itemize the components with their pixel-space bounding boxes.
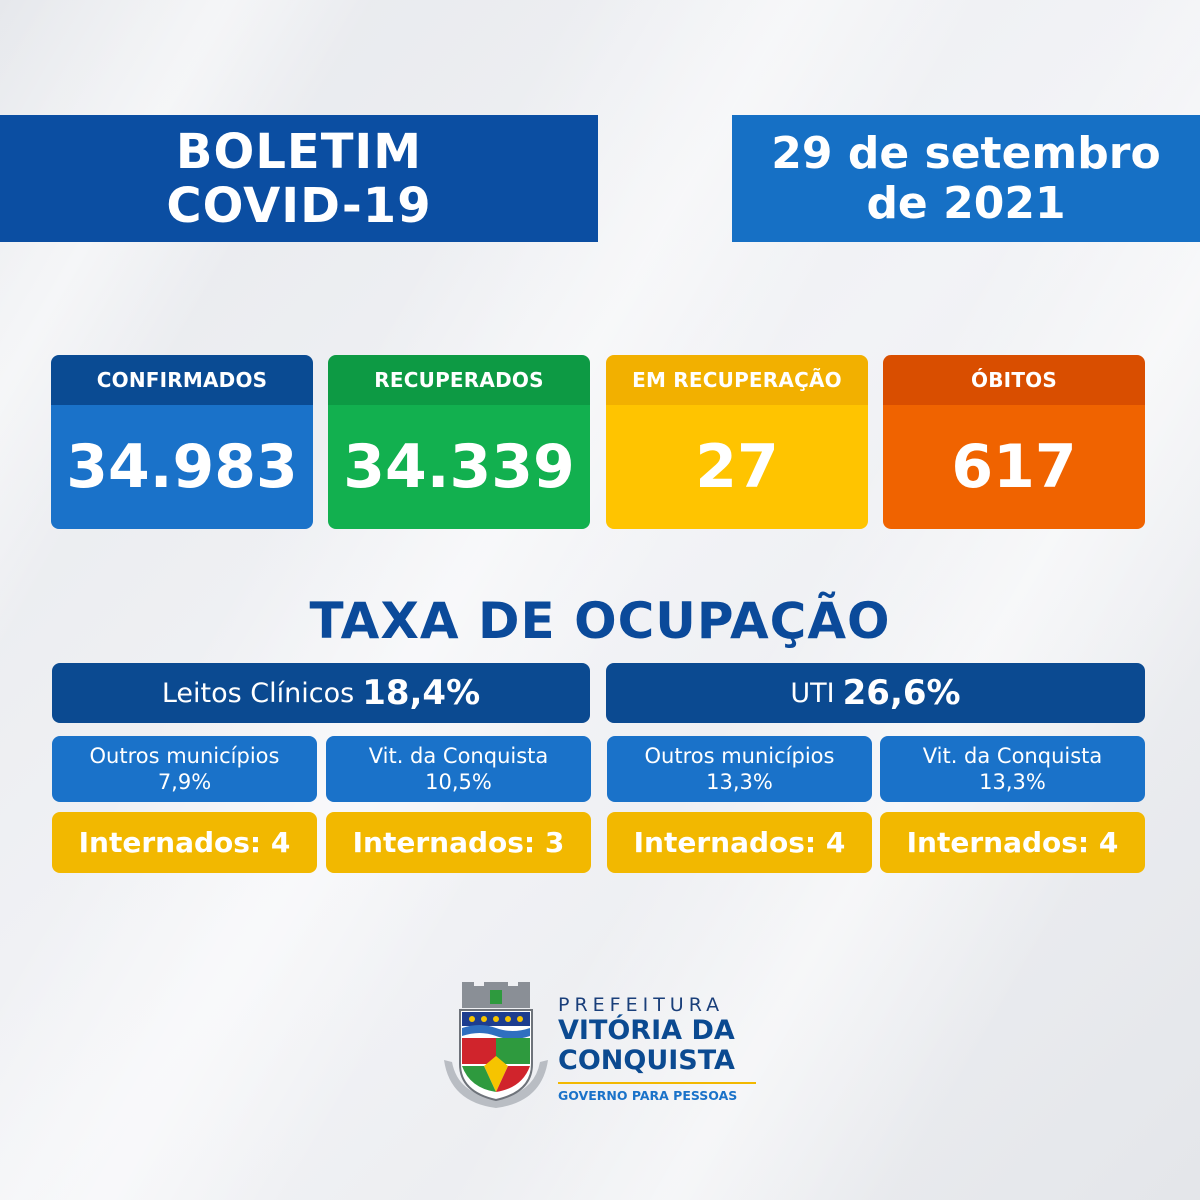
city-name: VITÓRIA DA CONQUISTA bbox=[558, 1016, 735, 1076]
stat-confirmed-value: 34.983 bbox=[51, 405, 313, 529]
title-line-2: COVID-19 bbox=[166, 177, 432, 234]
slogan-divider bbox=[558, 1082, 756, 1084]
occupancy-heading: TAXA DE OCUPAÇÃO bbox=[309, 592, 891, 650]
stat-deaths-value: 617 bbox=[883, 405, 1145, 529]
city-name-line-1: VITÓRIA DA bbox=[558, 1015, 735, 1046]
prefeitura-label: PREFEITURA bbox=[558, 994, 725, 1016]
stat-recovered-label: RECUPERADOS bbox=[328, 355, 590, 405]
clinical-others-label: Outros municípios bbox=[89, 744, 280, 768]
date-line-2: de 2021 bbox=[866, 177, 1066, 229]
icu-local-label: Vit. da Conquista bbox=[922, 744, 1103, 768]
clinical-others-interned: Internados: 4 bbox=[52, 812, 317, 873]
icu-local-box: Vit. da Conquista 13,3% bbox=[880, 736, 1145, 802]
stat-recovering: EM RECUPERAÇÃO 27 bbox=[606, 355, 868, 529]
clinical-local-pct: 10,5% bbox=[425, 770, 492, 794]
date-line-1: 29 de setembro bbox=[771, 127, 1161, 179]
icu-local-pct: 13,3% bbox=[979, 770, 1046, 794]
clinical-local-interned: Internados: 3 bbox=[326, 812, 591, 873]
icu-label: UTI bbox=[790, 677, 835, 709]
slogan: GOVERNO PARA PESSOAS bbox=[558, 1088, 738, 1103]
stat-deaths-label: ÓBITOS bbox=[883, 355, 1145, 405]
stat-deaths: ÓBITOS 617 bbox=[883, 355, 1145, 529]
icu-others-interned: Internados: 4 bbox=[607, 812, 872, 873]
icu-local-interned: Internados: 4 bbox=[880, 812, 1145, 873]
icu-others-box: Outros municípios 13,3% bbox=[607, 736, 872, 802]
icu-others-pct: 13,3% bbox=[706, 770, 773, 794]
clinical-others-pct: 7,9% bbox=[157, 770, 212, 794]
clinical-local-label: Vit. da Conquista bbox=[368, 744, 549, 768]
stat-recovering-label: EM RECUPERAÇÃO bbox=[606, 355, 868, 405]
stat-recovered-value: 34.339 bbox=[328, 405, 590, 529]
bulletin-title: BOLETIM COVID-19 bbox=[0, 115, 598, 242]
city-name-line-2: CONQUISTA bbox=[558, 1045, 735, 1076]
stat-recovered: RECUPERADOS 34.339 bbox=[328, 355, 590, 529]
icu-others-label: Outros municípios bbox=[644, 744, 835, 768]
clinical-beds-header: Leitos Clínicos 18,4% bbox=[52, 663, 590, 723]
clinical-beds-pct: 18,4% bbox=[362, 673, 481, 713]
stat-confirmed-label: CONFIRMADOS bbox=[51, 355, 313, 405]
clinical-local-box: Vit. da Conquista 10,5% bbox=[326, 736, 591, 802]
clinical-beds-label: Leitos Clínicos bbox=[161, 677, 355, 709]
stat-recovering-value: 27 bbox=[606, 405, 868, 529]
clinical-others-box: Outros municípios 7,9% bbox=[52, 736, 317, 802]
bulletin-date: 29 de setembro de 2021 bbox=[732, 115, 1200, 242]
title-line-1: BOLETIM bbox=[175, 123, 423, 180]
icu-pct: 26,6% bbox=[842, 673, 961, 713]
city-hall-logo: PREFEITURA VITÓRIA DA CONQUISTA GOVERNO … bbox=[440, 982, 770, 1112]
coat-of-arms-icon bbox=[444, 982, 548, 1108]
icu-header: UTI 26,6% bbox=[606, 663, 1145, 723]
stat-confirmed: CONFIRMADOS 34.983 bbox=[51, 355, 313, 529]
